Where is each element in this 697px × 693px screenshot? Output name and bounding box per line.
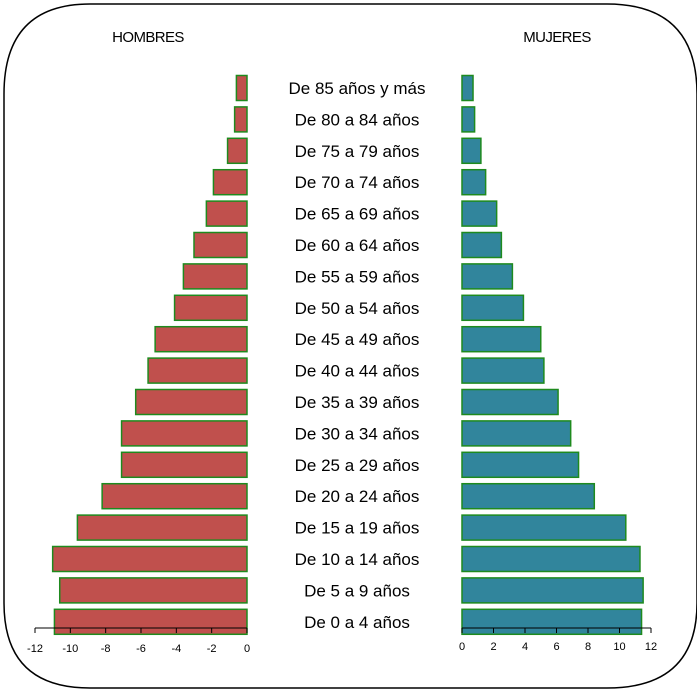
category-label: De 75 a 79 años [295, 142, 420, 161]
tick-label: -10 [62, 643, 78, 655]
category-label: De 0 a 4 años [304, 613, 410, 632]
bar-hombres [226, 137, 248, 165]
bar-hombres [53, 608, 248, 636]
hombres-bars [51, 74, 248, 636]
bar-hombres [51, 545, 248, 573]
category-label: De 40 a 44 años [295, 362, 420, 381]
series-label-hombres: HOMBRES [112, 29, 184, 46]
bar-mujeres [461, 577, 644, 604]
category-label: De 10 a 14 años [295, 550, 420, 569]
tick-label: 12 [645, 641, 657, 653]
tick-label: -12 [27, 643, 43, 655]
category-label: De 20 a 24 años [295, 487, 420, 506]
category-label: De 55 a 59 años [295, 267, 420, 286]
bar-mujeres [461, 420, 572, 447]
bar-mujeres [461, 514, 627, 541]
bar-mujeres [461, 608, 643, 636]
tick-label: -8 [101, 643, 111, 655]
category-label: De 80 a 84 años [295, 110, 420, 129]
bar-hombres [173, 294, 248, 322]
category-label: De 35 a 39 años [295, 393, 420, 412]
category-label: De 15 a 19 años [295, 519, 420, 538]
bar-hombres [205, 200, 248, 227]
category-label: De 25 a 29 años [295, 456, 420, 475]
bar-mujeres [461, 357, 545, 384]
mujeres-bars [461, 74, 644, 636]
bar-mujeres [461, 137, 482, 165]
bar-mujeres [461, 294, 525, 322]
tick-label: 0 [459, 641, 465, 653]
bar-hombres [154, 325, 248, 353]
bar-mujeres [461, 74, 474, 102]
bar-hombres [212, 168, 248, 196]
bar-mujeres [461, 200, 498, 227]
bar-mujeres [461, 106, 476, 133]
bar-hombres [233, 106, 248, 133]
tick-label: 6 [553, 641, 559, 653]
bar-hombres [147, 357, 248, 384]
bar-hombres [235, 74, 248, 102]
series-label-mujeres: MUJERES [523, 29, 591, 46]
category-label: De 50 a 54 años [295, 299, 420, 318]
bar-mujeres [461, 388, 559, 416]
category-label: De 45 a 49 años [295, 330, 420, 349]
bar-mujeres [461, 325, 542, 353]
category-label: De 85 años y más [288, 79, 425, 98]
bar-hombres [120, 451, 248, 479]
bar-hombres [120, 420, 248, 447]
bar-mujeres [461, 545, 641, 573]
bar-hombres [182, 263, 248, 290]
bar-hombres [58, 577, 248, 604]
tick-label: 10 [613, 641, 625, 653]
tick-label: 2 [490, 641, 496, 653]
category-label: De 65 a 69 años [295, 205, 420, 224]
category-label: De 30 a 34 años [295, 424, 420, 443]
bar-mujeres [461, 168, 487, 196]
category-label: De 70 a 74 años [295, 173, 420, 192]
category-label: De 60 a 64 años [295, 236, 420, 255]
bar-mujeres [461, 451, 580, 479]
bar-mujeres [461, 263, 514, 290]
mujeres-x-axis: 0 2 4 6 8 10 12 [459, 627, 657, 653]
bar-hombres [134, 388, 248, 416]
bar-mujeres [461, 231, 503, 259]
tick-label: -4 [171, 643, 181, 655]
category-label: De 5 a 9 años [304, 581, 410, 600]
tick-label: -2 [207, 643, 217, 655]
category-labels: De 85 años y más De 80 a 84 años De 75 a 7… [288, 79, 425, 632]
tick-label: 4 [522, 641, 528, 653]
tick-label: 0 [244, 643, 250, 655]
tick-label: 8 [585, 641, 591, 653]
tick-label: -6 [136, 643, 146, 655]
hombres-x-axis: -12 -10 -8 -6 -4 -2 0 [27, 627, 250, 655]
bar-mujeres [461, 482, 596, 510]
bar-hombres [76, 514, 248, 541]
bar-hombres [101, 482, 248, 510]
bar-hombres [193, 231, 248, 259]
